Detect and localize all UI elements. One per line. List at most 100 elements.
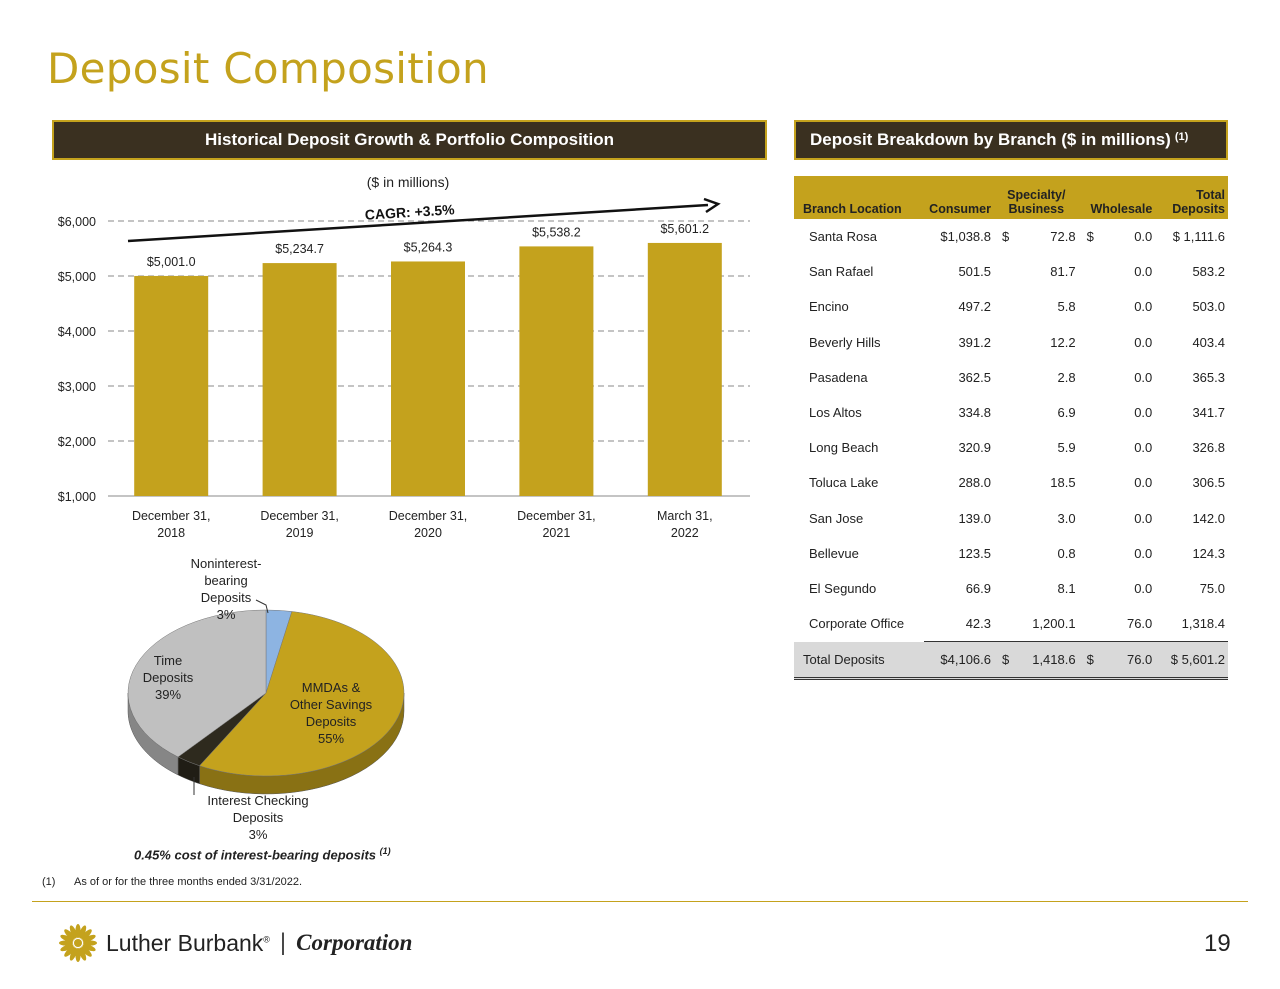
- specialty-cell: 6.9: [1057, 405, 1076, 421]
- pie-label: MMDAs &: [302, 680, 361, 695]
- specialty-cell: 5.9: [1057, 440, 1076, 456]
- logo-brand-name: Luther Burbank®: [106, 929, 270, 956]
- x-tick-label: 2020: [414, 526, 442, 540]
- bar-data-label: $5,001.0: [147, 255, 196, 269]
- table-row: San Rafael 501.5 81.7 0.0 583.2: [794, 254, 1228, 289]
- pie-label: Noninterest-: [191, 556, 262, 571]
- specialty-cell: 12.2: [1050, 334, 1076, 350]
- total-cell: 1,318.4: [1181, 616, 1225, 632]
- y-tick-label: $6,000: [58, 215, 96, 229]
- consumer-cell: 288.0: [958, 475, 991, 491]
- col-total-bottom: Deposits: [1172, 202, 1225, 216]
- wholesale-dollar-cell: $: [1086, 229, 1094, 245]
- specialty-dollar-cell: [994, 501, 1019, 536]
- pie-slice: [199, 611, 405, 777]
- specialty-dollar-cell: [994, 395, 1019, 430]
- page-title: Deposit Composition: [47, 44, 489, 93]
- y-tick-label: $5,000: [58, 270, 96, 284]
- footnote-number: (1): [42, 876, 56, 888]
- consumer-cell: 391.2: [958, 334, 991, 350]
- pie-label: 3%: [217, 607, 236, 622]
- branch-location-cell: Corporate Office: [809, 616, 905, 632]
- wholesale-dollar-cell: [1079, 289, 1104, 324]
- consumer-cell: $1,038.8: [940, 229, 991, 245]
- pie-chart: Noninterest-bearing Deposits 3% MMDAs & Othe…: [127, 556, 405, 842]
- chart-subtitle: ($ in millions): [367, 174, 449, 190]
- table-header-row: Branch Location Consumer Specialty/Busin…: [794, 176, 1228, 219]
- wholesale-cell: 0.0: [1134, 510, 1153, 526]
- wholesale-dollar-cell: [1079, 395, 1104, 430]
- bar-chart: $1,000 $2,000 $3,000 $4,000 $5,000 $6,000 $5,0…: [58, 174, 750, 540]
- consumer-cell: 320.9: [958, 440, 991, 456]
- wholesale-cell: 0.0: [1134, 545, 1153, 561]
- total-cell: 124.3: [1192, 545, 1225, 561]
- branch-location-cell: Bellevue: [809, 545, 859, 561]
- table-row: El Segundo 66.9 8.1 0.0 75.0: [794, 571, 1228, 606]
- bar: [391, 261, 465, 496]
- branch-location-cell: Beverly Hills: [809, 334, 881, 350]
- specialty-dollar-cell: [994, 360, 1019, 395]
- table-total-row: Total Deposits $4,106.6 $1,418.6 $76.0 $ 5,6…: [794, 641, 1228, 681]
- wholesale-dollar-cell: [1079, 465, 1104, 500]
- wholesale-dollar-cell: [1079, 571, 1104, 606]
- y-tick-label: $1,000: [58, 490, 96, 504]
- logo-corporation: Corporation: [296, 930, 413, 955]
- wholesale-cell: 0.0: [1134, 264, 1153, 280]
- specialty-dollar-cell: [994, 536, 1019, 571]
- specialty-dollar-cell: [994, 289, 1019, 324]
- specialty-cell: 2.8: [1057, 369, 1076, 385]
- cagr-arrowhead: [703, 197, 721, 214]
- x-tick-label: 2021: [542, 526, 570, 540]
- branch-location-cell: San Rafael: [809, 264, 874, 280]
- x-tick-label: 2018: [157, 526, 185, 540]
- x-tick-label: 2022: [671, 526, 699, 540]
- consumer-cell: 123.5: [958, 545, 991, 561]
- y-tick-label: $3,000: [58, 380, 96, 394]
- wholesale-dollar-cell: [1079, 536, 1104, 571]
- specialty-cell: 72.8: [1050, 229, 1076, 245]
- sunburst-logo-icon: [59, 924, 97, 962]
- specialty-dollar-cell: [994, 430, 1019, 465]
- consumer-cell: 334.8: [958, 405, 991, 421]
- table-row: Bellevue 123.5 0.8 0.0 124.3: [794, 536, 1228, 571]
- col-total-top: Total: [1196, 188, 1225, 202]
- branch-location-cell: Los Altos: [809, 405, 862, 421]
- branch-deposit-table: Branch Location Consumer Specialty/Busin…: [794, 176, 1228, 681]
- wholesale-dollar-cell: [1079, 360, 1104, 395]
- x-tick-label: December 31,: [517, 509, 596, 523]
- specialty-cell: 81.7: [1050, 264, 1076, 280]
- consumer-cell: 497.2: [958, 299, 991, 315]
- col-total-deposits: Total Deposits: [1155, 176, 1228, 219]
- page-number: 19: [1204, 930, 1231, 957]
- x-tick-label: December 31,: [132, 509, 211, 523]
- total-cell: $ 5,601.2: [1155, 641, 1228, 681]
- pie-label: Deposits: [143, 670, 194, 685]
- x-tick-label: March 31,: [657, 509, 713, 523]
- specialty-dollar-cell: [994, 325, 1019, 360]
- table-row: Beverly Hills 391.2 12.2 0.0 403.4: [794, 325, 1228, 360]
- col-consumer: Consumer: [924, 176, 994, 219]
- consumer-cell: 66.9: [965, 580, 991, 596]
- cost-note: 0.45% cost of interest-bearing deposits …: [134, 846, 391, 862]
- wholesale-cell: 0.0: [1134, 475, 1153, 491]
- y-tick-label: $2,000: [58, 435, 96, 449]
- wholesale-dollar-cell: [1079, 254, 1104, 289]
- pie-label: Other Savings: [290, 697, 373, 712]
- col-branch-location: Branch Location: [794, 176, 924, 219]
- pie-label: Time: [154, 653, 182, 668]
- footnote-text: As of or for the three months ended 3/31…: [74, 876, 303, 888]
- x-tick-label: December 31,: [260, 509, 339, 523]
- company-logo: Luther Burbank® | Corporation: [58, 918, 450, 968]
- footnote: (1) As of or for the three months ended 3…: [42, 876, 302, 888]
- pie-label: 3%: [249, 827, 268, 842]
- total-cell: 142.0: [1192, 510, 1225, 526]
- bar-data-label: $5,538.2: [532, 225, 581, 239]
- total-cell: 341.7: [1192, 405, 1225, 421]
- wholesale-cell: 0.0: [1134, 580, 1153, 596]
- branch-location-cell: San Jose: [809, 510, 864, 526]
- total-cell: 583.2: [1192, 264, 1225, 280]
- cagr-arrow: [127, 203, 709, 243]
- wholesale-dollar-cell: [1079, 430, 1104, 465]
- specialty-cell: 1,418.6: [1019, 641, 1079, 681]
- specialty-dollar-cell: [994, 465, 1019, 500]
